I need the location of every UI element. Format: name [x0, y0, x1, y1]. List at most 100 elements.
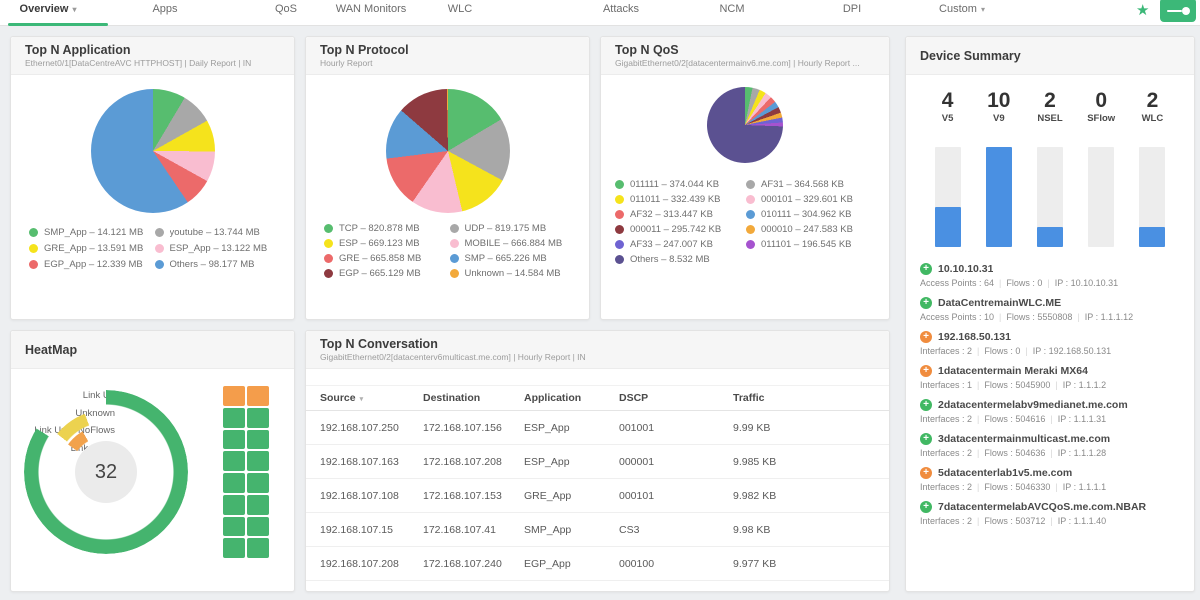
- legend-label: EGP – 665.129 MB: [339, 268, 421, 279]
- legend-dot: [615, 180, 624, 189]
- legend-item[interactable]: AF32 – 313.447 KB: [615, 209, 744, 220]
- conversation-cell: 172.168.107.240: [423, 557, 502, 570]
- device-list-item[interactable]: +10.10.10.31 Access Points : 64 | Flows : 0…: [920, 263, 1180, 288]
- device-status-icon: +: [920, 331, 932, 344]
- legend-item[interactable]: SMP – 665.226 MB: [449, 253, 572, 264]
- legend-dot: [324, 269, 333, 278]
- nav-tab-custom[interactable]: Custom ▾: [939, 3, 985, 15]
- legend-item[interactable]: GRE_App – 13.591 MB: [29, 243, 151, 254]
- legend-item[interactable]: Others – 98.177 MB: [154, 259, 277, 270]
- panel-top-n-qos: Top N QoS GigabitEthernet0/2[datacenterm…: [600, 36, 890, 320]
- conversation-cell: 192.168.107.250: [320, 421, 399, 434]
- heatmap-cell[interactable]: [223, 429, 245, 450]
- nav-tab-qos[interactable]: QoS: [275, 3, 297, 15]
- heatmap-cell[interactable]: [223, 386, 245, 406]
- heatmap-cell[interactable]: [247, 473, 269, 493]
- conversation-cell: 000100: [619, 557, 655, 570]
- legend-item[interactable]: 011011 – 332.439 KB: [615, 194, 744, 205]
- column-header-source[interactable]: Source ▾: [320, 392, 364, 404]
- device-list-item[interactable]: +1datacentermain Meraki MX64 Interfaces :…: [920, 365, 1180, 390]
- legend-item[interactable]: Unknown – 14.584 MB: [449, 268, 572, 279]
- application-pie-chart[interactable]: [90, 89, 215, 213]
- device-name[interactable]: 10.10.10.31: [938, 263, 994, 276]
- device-name[interactable]: 5datacenterlab1v5.me.com: [938, 467, 1073, 480]
- heatmap-cell[interactable]: [223, 451, 245, 471]
- qos-pie-chart[interactable]: [707, 87, 783, 163]
- meta-separator: |: [1050, 448, 1053, 459]
- device-name[interactable]: 192.168.50.131: [938, 331, 1011, 344]
- legend-label: Others – 98.177 MB: [169, 259, 255, 270]
- legend-item[interactable]: Others – 8.532 MB: [615, 254, 744, 265]
- device-meta: Access Points : 64 | Flows : 0 | IP : 10.10.…: [920, 278, 1180, 288]
- legend-label: ESP – 669.123 MB: [339, 238, 420, 249]
- device-list-item[interactable]: +5datacenterlab1v5.me.com Interfaces : 2 |…: [920, 467, 1180, 492]
- heatmap-cell[interactable]: [247, 516, 269, 537]
- legend-item[interactable]: AF33 – 247.007 KB: [615, 239, 744, 250]
- device-name[interactable]: 1datacentermain Meraki MX64: [938, 365, 1088, 378]
- legend-item[interactable]: 010111 – 304.962 KB: [746, 209, 875, 220]
- heatmap-cell[interactable]: [223, 473, 245, 493]
- protocol-pie-chart[interactable]: [385, 89, 510, 213]
- heatmap-cell[interactable]: [223, 407, 245, 428]
- legend-item[interactable]: AF31 – 364.568 KB: [746, 179, 875, 190]
- device-name[interactable]: 3datacentermainmulticast.me.com: [938, 433, 1111, 446]
- panel-header: Top N QoS GigabitEthernet0/2[datacenterm…: [601, 37, 889, 75]
- nav-tab-attacks[interactable]: Attacks: [603, 3, 639, 15]
- legend-item[interactable]: ESP – 669.123 MB: [324, 238, 446, 249]
- legend-item[interactable]: EGP – 665.129 MB: [324, 268, 446, 279]
- device-row-head: +1datacentermain Meraki MX64: [920, 365, 1180, 378]
- device-list-item[interactable]: +2datacentermelabv9medianet.me.com Interf…: [920, 399, 1180, 424]
- heatmap-cell[interactable]: [247, 386, 269, 406]
- device-name[interactable]: 7datacentermelabAVCQoS.me.com.NBAR: [938, 501, 1147, 514]
- legend-item[interactable]: 000010 – 247.583 KB: [746, 224, 875, 235]
- device-list-item[interactable]: +3datacentermainmulticast.me.com Interfac…: [920, 433, 1180, 458]
- nav-tab-wan-monitors[interactable]: WAN Monitors: [336, 3, 407, 15]
- device-name[interactable]: 2datacentermelabv9medianet.me.com: [938, 399, 1128, 412]
- device-name[interactable]: DataCentremainWLC.ME: [938, 297, 1062, 310]
- legend-item[interactable]: 000011 – 295.742 KB: [615, 224, 744, 235]
- heatmap-cell[interactable]: [247, 494, 269, 515]
- device-count-sflow: 0 SFlow: [1076, 89, 1127, 124]
- nav-tab-overview[interactable]: Overview ▾: [20, 3, 77, 15]
- legend-label: SMP – 665.226 MB: [464, 253, 547, 264]
- device-list-item[interactable]: + DataCentremainWLC.ME Access Points : 10 |…: [920, 297, 1180, 322]
- legend-item[interactable]: youtube – 13.744 MB: [154, 227, 277, 238]
- legend-dot: [324, 254, 333, 263]
- panel-subtitle: GigabitEthernet0/2[datacenterv6multicast…: [320, 352, 586, 362]
- heatmap-cell[interactable]: [223, 494, 245, 515]
- heatmap-total: 32: [75, 441, 137, 503]
- panel-title: Top N Application: [25, 43, 131, 57]
- legend-item[interactable]: TCP – 820.878 MB: [324, 223, 446, 234]
- panel-top-n-conversation: Top N Conversation GigabitEthernet0/2[da…: [305, 330, 890, 592]
- nav-tab-label: Attacks: [602, 3, 640, 15]
- legend-item[interactable]: 011101 – 196.545 KB: [746, 239, 875, 250]
- column-header-application: Application: [524, 392, 582, 404]
- legend-item[interactable]: UDP – 819.175 MB: [449, 223, 572, 234]
- device-list-item[interactable]: +7datacentermelabAVCQoS.me.com.NBAR Inter…: [920, 501, 1180, 526]
- heatmap-cell[interactable]: [247, 429, 269, 450]
- legend-item[interactable]: EGP_App – 12.339 MB: [29, 259, 151, 270]
- device-row-head: +192.168.50.131: [920, 331, 1180, 344]
- nav-tab-apps[interactable]: Apps: [152, 3, 177, 15]
- legend-item[interactable]: SMP_App – 14.121 MB: [29, 227, 151, 238]
- conversation-table: Source ▾ Destination Application DSCP Traffic…: [306, 385, 889, 581]
- nav-tab-ncm[interactable]: NCM: [719, 3, 744, 15]
- device-count-v9: 10 V9: [973, 89, 1024, 124]
- device-list-item[interactable]: +192.168.50.131 Interfaces : 2 | Flows : 0 |…: [920, 331, 1180, 356]
- legend-item[interactable]: 000101 – 329.601 KB: [746, 194, 875, 205]
- legend-item[interactable]: ESP_App – 13.122 MB: [154, 243, 277, 254]
- legend-item[interactable]: 011111 – 374.044 KB: [615, 179, 744, 190]
- heatmap-cell[interactable]: [247, 538, 269, 558]
- heatmap-cell[interactable]: [223, 516, 245, 537]
- stat-bar: [973, 147, 1024, 248]
- nav-tab-dpi[interactable]: DPI: [843, 3, 861, 15]
- heatmap-cell[interactable]: [223, 538, 245, 558]
- favorite-star-icon[interactable]: ★: [1136, 2, 1150, 19]
- heatmap-cell[interactable]: [247, 407, 269, 428]
- nav-tab-wlc[interactable]: WLC: [448, 3, 472, 15]
- legend-item[interactable]: MOBILE – 666.884 MB: [449, 238, 572, 249]
- heatmap-cell[interactable]: [247, 451, 269, 471]
- conversation-cell: GRE_App: [524, 489, 572, 502]
- settings-toggle-button[interactable]: [1160, 0, 1196, 22]
- legend-item[interactable]: GRE – 665.858 MB: [324, 253, 446, 264]
